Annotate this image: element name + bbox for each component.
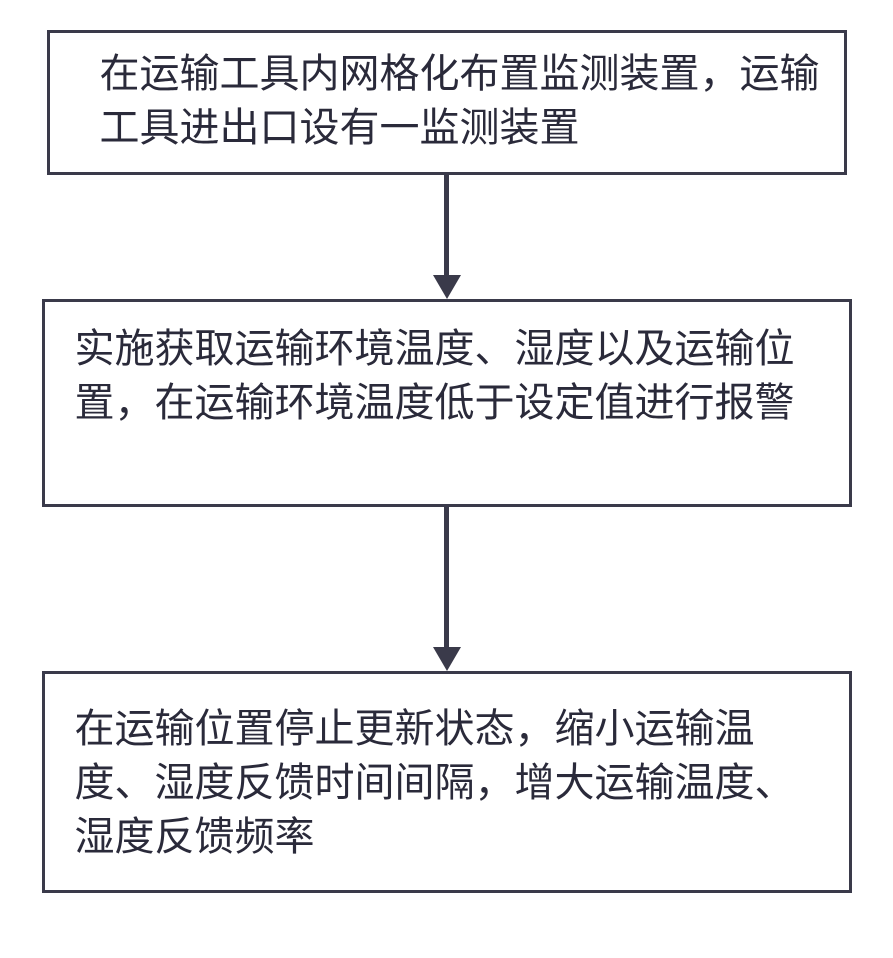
arrow-2-head	[433, 647, 461, 671]
flowchart-step-1: 在运输工具内网格化布置监测装置，运输工具进出口设有一监测装置	[47, 30, 847, 175]
flowchart-step-1-text: 在运输工具内网格化布置监测装置，运输工具进出口设有一监测装置	[100, 47, 824, 155]
flowchart-step-3: 在运输位置停止更新状态，缩小运输温度、湿度反馈时间间隔，增大运输温度、湿度反馈频…	[42, 671, 852, 893]
flowchart-step-2: 实施获取运输环境温度、湿度以及运输位置，在运输环境温度低于设定值进行报警	[42, 299, 852, 507]
flowchart-step-2-text: 实施获取运输环境温度、湿度以及运输位置，在运输环境温度低于设定值进行报警	[75, 322, 829, 430]
flowchart-arrow-2	[433, 507, 461, 671]
arrow-1-line	[444, 175, 449, 275]
arrow-1-head	[433, 275, 461, 299]
flowchart-step-3-text: 在运输位置停止更新状态，缩小运输温度、湿度反馈时间间隔，增大运输温度、湿度反馈频…	[75, 702, 829, 864]
arrow-2-line	[444, 507, 449, 647]
flowchart-container: 在运输工具内网格化布置监测装置，运输工具进出口设有一监测装置 实施获取运输环境温…	[42, 30, 852, 893]
flowchart-arrow-1	[433, 175, 461, 299]
